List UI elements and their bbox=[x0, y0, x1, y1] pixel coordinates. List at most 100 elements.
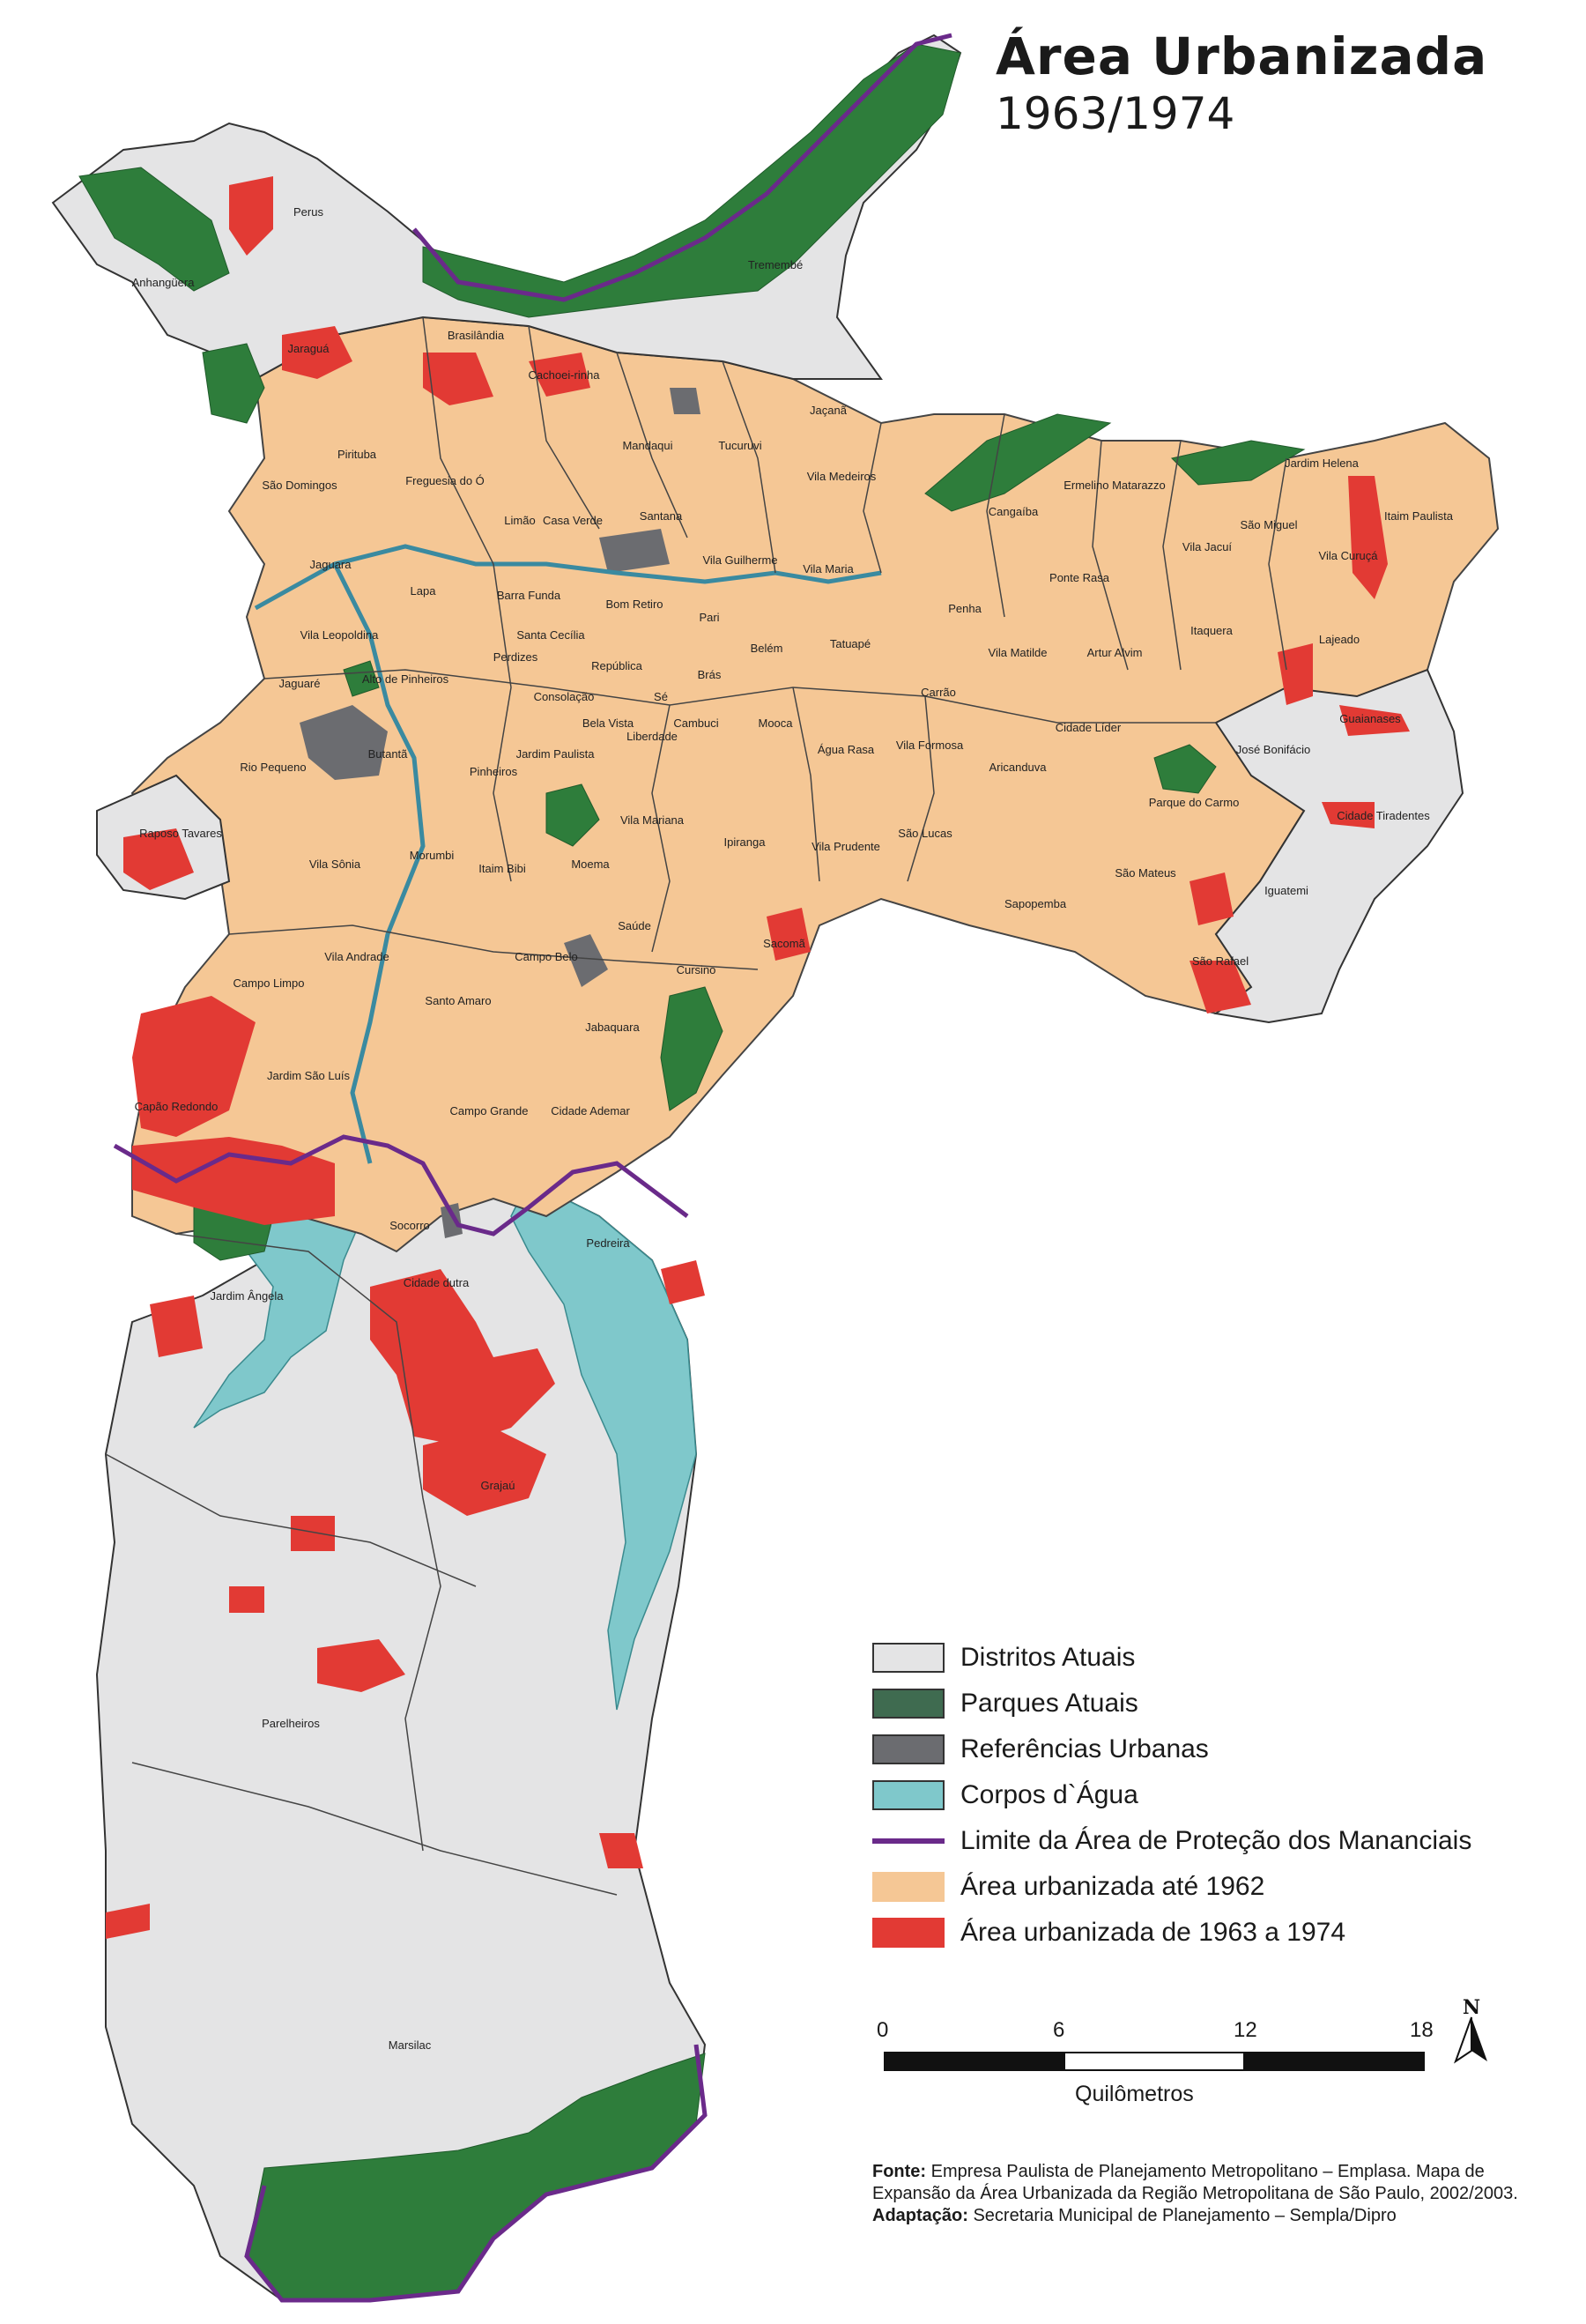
protection-limit-line bbox=[113, 1134, 689, 1236]
legend-label: Limite da Área de Proteção dos Mananciai… bbox=[960, 1826, 1472, 1855]
district-label: Tucuruvi bbox=[718, 439, 761, 452]
legend-item-urban-1963-1974: Área urbanizada de 1963 a 1974 bbox=[872, 1910, 1568, 1956]
district-label: Belém bbox=[751, 642, 783, 655]
district-label: Ponte Rasa bbox=[1049, 571, 1110, 584]
park-jaragua bbox=[202, 343, 265, 424]
district-label: Cursino bbox=[677, 963, 716, 976]
red-patch bbox=[1348, 476, 1388, 599]
legend-swatch bbox=[872, 1780, 945, 1810]
district-label: Tatuapé bbox=[830, 637, 871, 650]
park-carmo bbox=[1153, 744, 1217, 794]
red-patch bbox=[1190, 872, 1234, 925]
district-label: Água Rasa bbox=[818, 743, 875, 756]
district-label: Vila Leopoldina bbox=[300, 628, 379, 642]
district-label: República bbox=[591, 659, 643, 672]
district-label: Moema bbox=[571, 858, 610, 871]
red-patch bbox=[1322, 802, 1375, 828]
district-label: Vila Formosa bbox=[896, 739, 964, 752]
district-label: Marsilac bbox=[389, 2038, 432, 2052]
map-title: Área Urbanizada bbox=[996, 26, 1488, 86]
legend-swatch bbox=[872, 1689, 945, 1719]
legend-swatch bbox=[872, 1643, 945, 1673]
legend-label: Corpos d`Água bbox=[960, 1780, 1138, 1809]
source-line-2: Adaptação: Secretaria Municipal de Plane… bbox=[872, 2205, 1560, 2227]
scale-bar: 0 6 12 18 Quilômetros bbox=[877, 2018, 1441, 2124]
red-patch bbox=[123, 828, 194, 890]
district-label: Jaguaré bbox=[279, 677, 321, 690]
red-patch bbox=[282, 326, 352, 379]
district-label: Vila Jacuí bbox=[1182, 540, 1233, 553]
district-label: Jabaquara bbox=[585, 1021, 640, 1034]
district-label: Itaim Paulista bbox=[1384, 509, 1454, 523]
district-label: Saúde bbox=[618, 919, 651, 932]
legend-swatch bbox=[872, 1872, 945, 1902]
district-label: Barra Funda bbox=[497, 589, 561, 602]
urban-ref-usp bbox=[300, 705, 388, 780]
district-label: Vila Guilherme bbox=[702, 553, 777, 567]
parks-layer bbox=[78, 43, 1306, 2301]
red-patch bbox=[1278, 643, 1313, 705]
district-label: Jaraguá bbox=[288, 342, 330, 355]
district-label: Morumbi bbox=[410, 849, 455, 862]
district-label: Perus bbox=[293, 205, 323, 219]
district-label: Casa Verde bbox=[543, 514, 603, 527]
district-label: Carrão bbox=[921, 686, 956, 699]
park-ecologico-tiete bbox=[924, 413, 1112, 512]
district-label: Jardim Paulista bbox=[516, 747, 596, 761]
district-label: Brasilândia bbox=[448, 329, 505, 342]
district-label: Rio Pequeno bbox=[240, 761, 306, 774]
urban-1963-1974-layer bbox=[106, 176, 1410, 1939]
district-label: Vila Matilde bbox=[989, 646, 1048, 659]
district-label: Bom Retiro bbox=[605, 598, 663, 611]
district-area-east bbox=[1213, 668, 1464, 1024]
district-label: Santa Cecília bbox=[516, 628, 585, 642]
legend-label: Distritos Atuais bbox=[960, 1643, 1136, 1672]
adaptation-text: Secretaria Municipal de Planejamento – S… bbox=[973, 2206, 1397, 2225]
district-label: Perdizes bbox=[493, 650, 538, 664]
district-label: Sapopemba bbox=[1004, 897, 1067, 910]
red-patch bbox=[229, 1586, 264, 1613]
district-label: Cidade Ademar bbox=[551, 1104, 630, 1117]
district-label: Brás bbox=[698, 668, 722, 681]
district-label: Consolação bbox=[534, 690, 595, 703]
district-label: Bela Vista bbox=[582, 717, 634, 730]
district-label: Penha bbox=[948, 602, 982, 615]
district-label: Parque do Carmo bbox=[1149, 796, 1240, 809]
source-label: Fonte: bbox=[872, 2162, 927, 2181]
red-patch bbox=[150, 1296, 203, 1357]
scale-tick-12: 12 bbox=[1234, 2018, 1257, 2042]
district-label: Grajaú bbox=[480, 1479, 515, 1492]
red-patch bbox=[661, 1260, 705, 1304]
district-label: Vila Medeiros bbox=[807, 470, 877, 483]
district-label: Campo Grande bbox=[450, 1104, 529, 1117]
red-patch bbox=[767, 908, 811, 961]
district-label: Cidade Tiradentes bbox=[1337, 809, 1430, 822]
district-label: Freguesia do Ó bbox=[405, 474, 485, 487]
red-patch bbox=[599, 1833, 643, 1868]
district-label: Jardim São Luís bbox=[267, 1069, 350, 1082]
district-label: Pirituba bbox=[337, 448, 377, 461]
district-label: Limão bbox=[504, 514, 535, 527]
urban-ref-north bbox=[670, 388, 700, 414]
district-label: Cachoei-rinha bbox=[529, 368, 601, 382]
district-label: São Miguel bbox=[1240, 518, 1297, 531]
district-label: Guaianases bbox=[1339, 712, 1401, 725]
district-label: Artur Alvim bbox=[1087, 646, 1143, 659]
district-label: Cambuci bbox=[673, 717, 718, 730]
district-label: Vila Sônia bbox=[309, 858, 361, 871]
district-label: Sé bbox=[654, 690, 668, 703]
legend-label: Referências Urbanas bbox=[960, 1734, 1209, 1763]
scale-segment-2 bbox=[1064, 2052, 1245, 2071]
district-label: Itaim Bibi bbox=[478, 862, 526, 875]
red-patch bbox=[291, 1516, 335, 1551]
river-pinheiros bbox=[332, 562, 426, 1164]
map-legend: Distritos Atuais Parques Atuais Referênc… bbox=[872, 1635, 1568, 1956]
district-label: Itaquera bbox=[1190, 624, 1233, 637]
red-patch bbox=[529, 353, 590, 397]
scale-tick-18: 18 bbox=[1410, 2018, 1434, 2042]
district-label: Vila Prudente bbox=[812, 840, 880, 853]
district-label: Parelheiros bbox=[262, 1717, 320, 1730]
district-label: Jaçanã bbox=[810, 404, 848, 417]
map-subtitle: 1963/1974 bbox=[996, 88, 1235, 139]
legend-item-protection-limit: Limite da Área de Proteção dos Mananciai… bbox=[872, 1818, 1568, 1864]
